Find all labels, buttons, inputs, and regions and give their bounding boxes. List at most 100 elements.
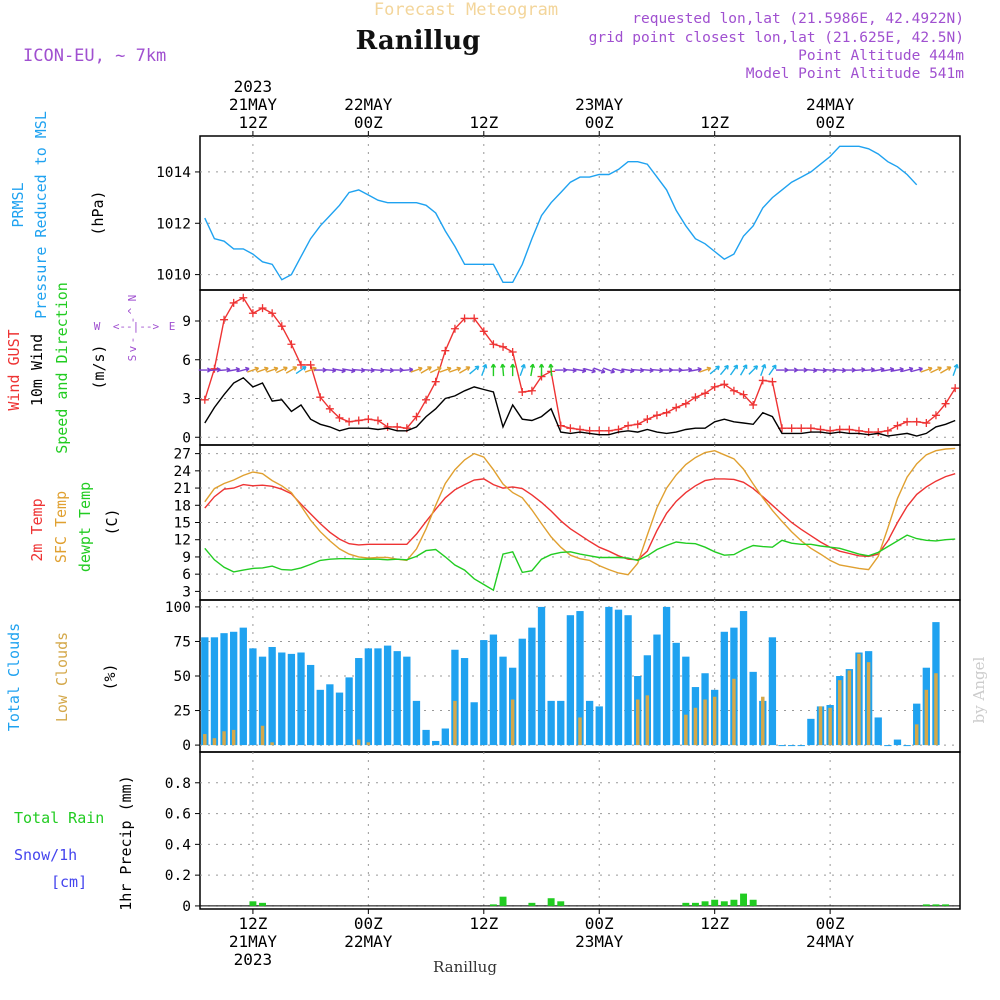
y-tick-label: 0 xyxy=(182,738,191,754)
gust-marker xyxy=(325,404,334,413)
series-line xyxy=(204,447,956,576)
time-label-top: 23MAY xyxy=(575,95,624,114)
temp-ylabel: (C) xyxy=(103,508,121,535)
y-tick-label: 1014 xyxy=(156,165,191,181)
gust-marker xyxy=(239,293,248,302)
total-cloud-bar xyxy=(528,627,536,746)
low-cloud-bar xyxy=(712,696,717,746)
gust-marker xyxy=(797,424,806,433)
low-cloud-bar xyxy=(732,678,736,746)
gust-marker xyxy=(691,393,700,402)
clouds-label-low: Low Clouds xyxy=(53,632,71,722)
precip-panel: Total Rain Snow/1h [cm] 1hr Precip (mm) … xyxy=(14,751,961,915)
y-tick-label: 0.2 xyxy=(165,868,191,884)
total-cloud-bar xyxy=(605,606,613,746)
rain-bar xyxy=(528,902,536,906)
total-cloud-bar xyxy=(297,652,305,746)
model-label: ICON-EU, ~ 7km xyxy=(23,46,166,66)
wind-direction-arrow xyxy=(469,365,480,375)
watermark: by Angel xyxy=(970,656,988,723)
gust-marker xyxy=(604,426,613,435)
total-cloud-bar xyxy=(403,656,411,746)
total-cloud-bar xyxy=(451,649,459,746)
total-cloud-bar xyxy=(278,652,286,746)
time-label-bottom: 00Z xyxy=(354,914,383,933)
wind-direction-arrow xyxy=(940,366,952,374)
gust-marker xyxy=(652,411,661,420)
rain-bar xyxy=(547,898,555,906)
rain-bar xyxy=(932,904,940,906)
low-cloud-bar xyxy=(635,699,640,746)
pressure-ylabel: (hPa) xyxy=(89,190,107,235)
low-cloud-bar xyxy=(684,714,688,746)
time-label-bottom: 12Z xyxy=(238,914,267,933)
y-tick-label: 75 xyxy=(174,634,191,650)
total-cloud-bar xyxy=(585,700,594,746)
gust-marker xyxy=(287,340,296,349)
wind-label-direction: Speed and Direction xyxy=(53,282,71,454)
y-tick-label: 0 xyxy=(182,899,191,915)
total-cloud-bar xyxy=(335,692,344,746)
total-cloud-bar xyxy=(345,677,353,746)
gust-marker xyxy=(566,424,575,433)
gust-marker xyxy=(499,342,508,351)
time-label-top: 22MAY xyxy=(344,95,393,114)
precip-label-rain: Total Rain xyxy=(14,809,104,827)
y-tick-label: 15 xyxy=(174,516,191,532)
wind-direction-arrow xyxy=(227,366,241,373)
gust-marker xyxy=(470,314,479,323)
wind-direction-arrow xyxy=(500,363,506,377)
total-cloud-bar xyxy=(432,740,440,746)
gust-marker xyxy=(431,377,440,386)
gust-marker xyxy=(258,304,267,313)
y-tick-label: 1012 xyxy=(156,216,191,232)
gust-marker xyxy=(479,327,488,336)
wind-label-10m: 10m Wind xyxy=(28,334,46,406)
y-tick-label: 12 xyxy=(174,533,191,549)
wind-direction-arrow xyxy=(449,366,462,373)
total-cloud-bar xyxy=(383,645,392,746)
wind-direction-arrow xyxy=(920,366,933,373)
total-cloud-bar xyxy=(807,718,815,746)
total-cloud-bar xyxy=(557,700,565,746)
gust-marker xyxy=(412,412,421,421)
y-tick-label: 18 xyxy=(174,498,191,514)
wind-direction-arrow xyxy=(748,365,759,375)
low-cloud-bar xyxy=(222,731,226,746)
wind-direction-arrow xyxy=(709,365,720,375)
gust-marker xyxy=(527,386,536,395)
series-line xyxy=(204,296,956,433)
low-cloud-bar xyxy=(212,738,217,746)
low-cloud-bar xyxy=(645,695,650,746)
rain-bar xyxy=(922,904,930,906)
precip-ylabel: 1hr Precip (mm) xyxy=(117,775,135,910)
gust-marker xyxy=(758,376,767,385)
gust-marker xyxy=(633,420,642,429)
gust-marker xyxy=(383,422,392,431)
y-tick-label: 6 xyxy=(182,353,191,369)
low-cloud-bar xyxy=(510,699,515,746)
low-cloud-bar xyxy=(357,739,361,746)
gust-marker xyxy=(624,421,633,430)
rain-bar xyxy=(749,899,757,906)
time-label-bottom: 12Z xyxy=(700,914,729,933)
total-cloud-bar xyxy=(884,745,892,747)
total-cloud-bar xyxy=(662,606,671,746)
gust-marker xyxy=(489,340,498,349)
y-tick-label: 6 xyxy=(182,567,191,583)
total-cloud-bar xyxy=(287,653,296,746)
wind-direction-arrow xyxy=(593,367,606,374)
series-line xyxy=(204,376,956,437)
total-cloud-bar xyxy=(778,745,786,747)
total-cloud-bar xyxy=(576,611,584,746)
compass-arrow-down: v xyxy=(126,345,139,352)
gust-marker xyxy=(335,413,344,422)
wind-direction-arrow xyxy=(612,367,625,374)
y-tick-label: 9 xyxy=(182,550,191,566)
model-altitude: Model Point Altitude 541m xyxy=(746,66,965,82)
footer-location: Ranillug xyxy=(433,958,497,976)
wind-direction-arrow xyxy=(529,363,536,377)
